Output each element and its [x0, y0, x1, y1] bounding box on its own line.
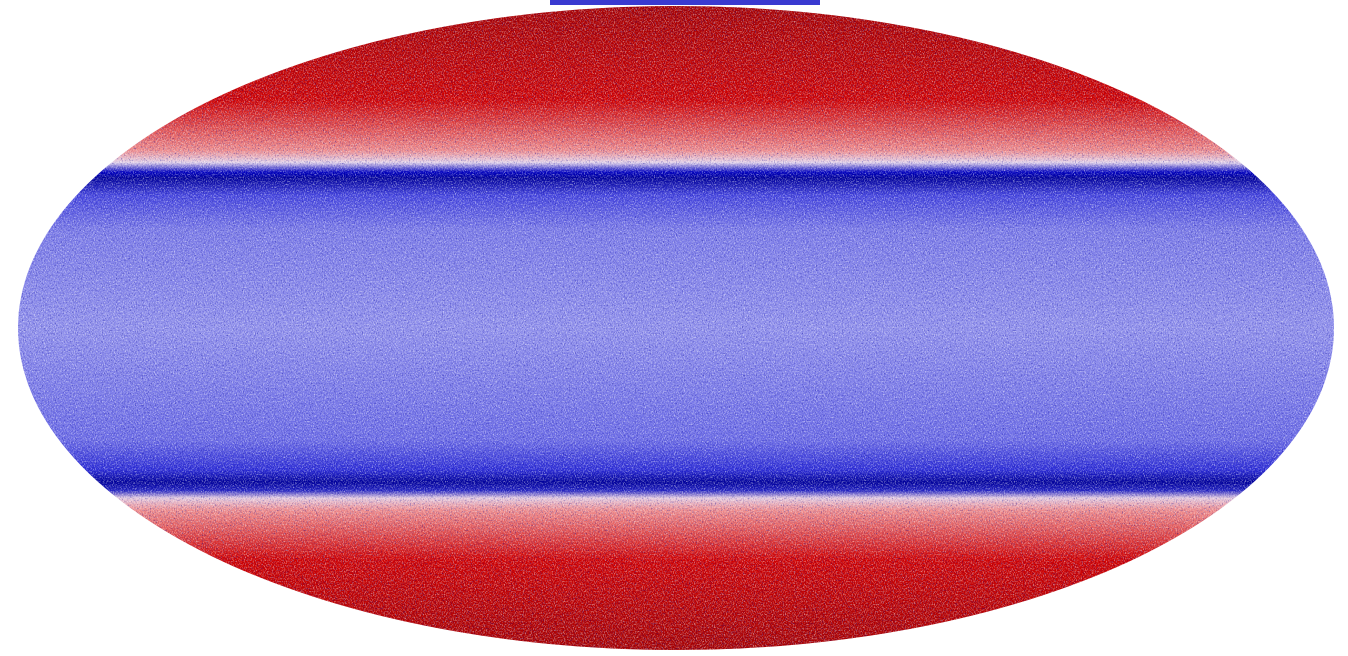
sky-map: [0, 0, 1348, 656]
top-edge: [550, 0, 820, 5]
projection: [0, 0, 1348, 656]
noise-dark: [0, 0, 1348, 656]
page: [0, 0, 1348, 656]
